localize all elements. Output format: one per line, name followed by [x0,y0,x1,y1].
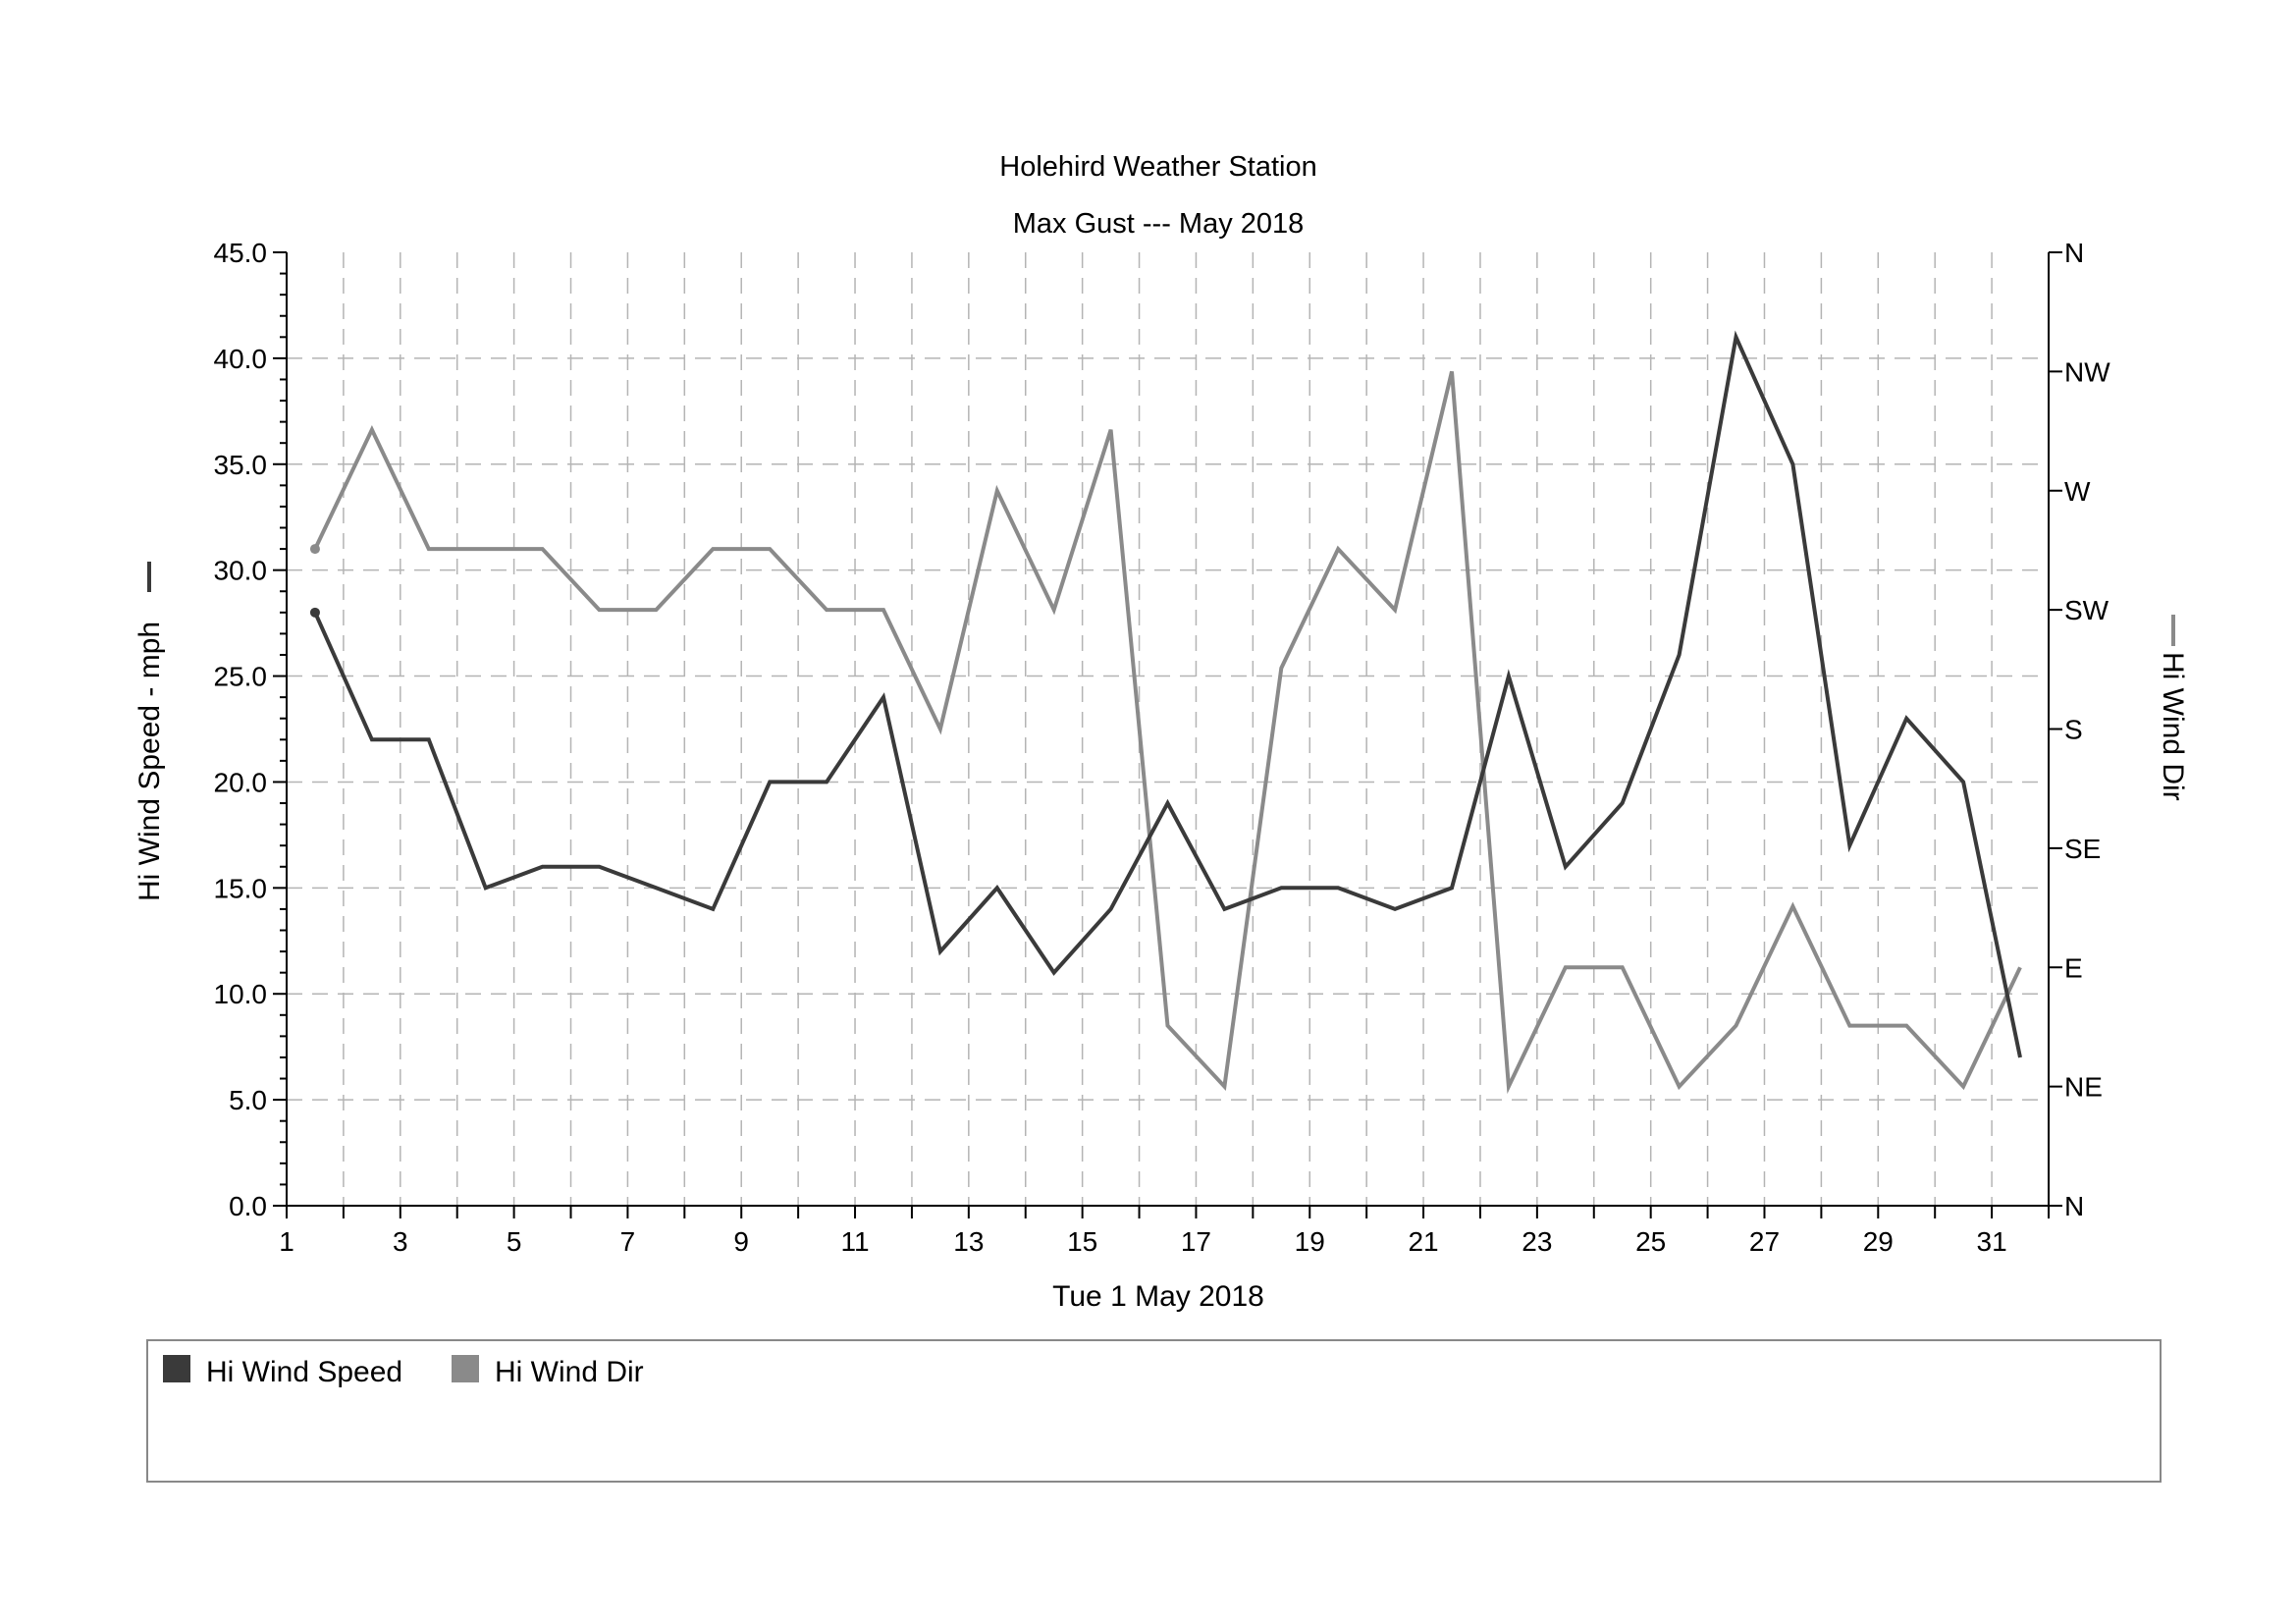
x-tick-label: 21 [1408,1226,1438,1257]
y-left-tick-label: 35.0 [214,450,268,480]
y-left-tick-label: 45.0 [214,238,268,268]
y-left-tick-label: 15.0 [214,873,268,903]
legend-swatch-hi-wind-dir [452,1355,479,1382]
y-left-tick-label: 10.0 [214,979,268,1009]
x-tick-label: 17 [1181,1226,1211,1257]
grid [287,252,2049,1206]
y-right-tick-label: E [2064,952,2083,983]
y-left-axis-title: Hi Wind Speed - mph [133,622,166,901]
y-right-tick-label: S [2064,715,2083,745]
x-tick-label: 19 [1295,1226,1325,1257]
series-start-point-hi-wind-dir [309,544,320,555]
y-right-tick-label: NE [2064,1072,2103,1103]
y-left-tick-label: 0.0 [229,1191,267,1221]
y-left-tick-label: 25.0 [214,662,268,692]
x-tick-label: 7 [620,1226,636,1257]
y-left-tick-label: 20.0 [214,767,268,797]
y-right-tick-label: W [2064,476,2091,507]
x-tick-label: 27 [1749,1226,1780,1257]
series-line-hi-wind-speed [313,330,2022,1058]
y-left-tick-label: 5.0 [229,1085,267,1115]
series [309,330,2022,1095]
chart-subtitle: Max Gust --- May 2018 [1013,208,1305,240]
y-right-tick-label: N [2064,1191,2084,1221]
y-left-tick-label: 40.0 [214,344,268,374]
x-tick-label: 29 [1863,1226,1894,1257]
x-tick-label: 9 [733,1226,749,1257]
y-left-tick-label: 30.0 [214,556,268,586]
y-right-axis-title: Hi Wind Dir [2157,652,2189,801]
legend-swatch-hi-wind-speed [163,1355,190,1382]
x-tick-label: 31 [1977,1226,2007,1257]
y-left-axis-title-group: Hi Wind Speed - mph [133,562,166,901]
x-tick-label: 3 [393,1226,408,1257]
y-right-tick-label: N [2064,238,2084,268]
x-tick-label: 5 [507,1226,522,1257]
x-tick-label: 1 [279,1226,294,1257]
legend-box [146,1339,2162,1483]
y-right-tick-label: NW [2064,356,2110,387]
legend-label-hi-wind-dir: Hi Wind Dir [495,1356,644,1388]
x-tick-label: 15 [1067,1226,1097,1257]
legend: Hi Wind Speed Hi Wind Dir [146,1339,2162,1483]
chart-title: Holehird Weather Station [999,151,1316,183]
y-right-tick-label: SW [2064,595,2109,625]
x-axis-title: Tue 1 May 2018 [1052,1280,1264,1313]
series-start-point-hi-wind-speed [309,607,320,618]
y-right-tick-label: SE [2064,834,2101,864]
ticks: 0.0 5.0 10.0 15.0 20.0 25.0 30.0 35.0 40.0 45.0 N N… [214,238,2111,1257]
legend-label-hi-wind-speed: Hi Wind Speed [206,1356,402,1388]
y-right-axis-title-group: Hi Wind Dir [2157,615,2189,801]
x-tick-label: 23 [1522,1226,1552,1257]
x-tick-label: 11 [840,1226,869,1257]
x-tick-label: 25 [1635,1226,1666,1257]
series-line-hi-wind-dir [313,370,2022,1095]
x-tick-label: 13 [953,1226,984,1257]
